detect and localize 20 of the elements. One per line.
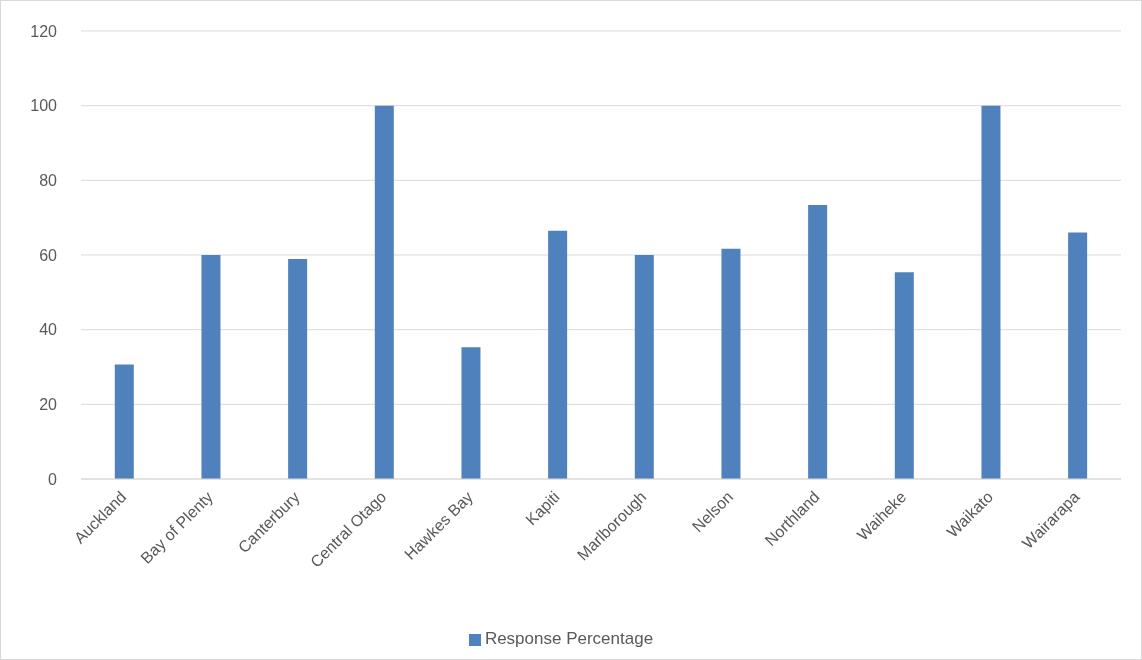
bar [114,364,134,479]
bar [894,272,914,479]
bar [981,105,1001,479]
y-tick-label: 20 [39,396,58,414]
bar [288,259,308,479]
y-tick-label: 0 [48,470,58,488]
bar [634,255,654,479]
y-tick-label: 60 [39,246,58,264]
legend-label: Response Percentage [484,629,654,648]
y-tick-label: 120 [30,22,58,40]
bar [721,248,741,479]
y-tick-label: 100 [30,97,58,115]
bar [808,204,828,479]
bar [461,347,481,479]
y-tick-label: 40 [39,321,58,339]
bar [1068,232,1088,479]
bar [374,105,394,479]
bar [201,255,221,479]
bar [548,230,568,479]
y-tick-label: 80 [39,172,58,190]
